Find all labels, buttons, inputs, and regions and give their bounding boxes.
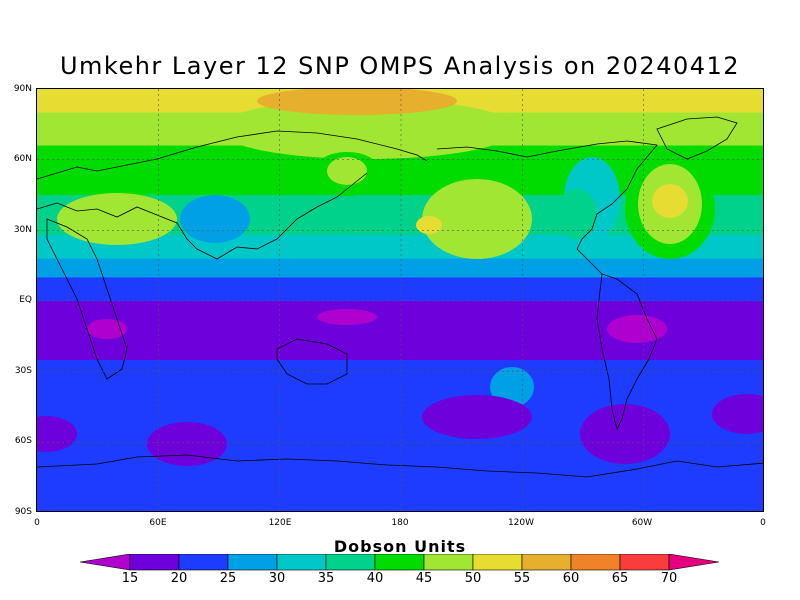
colorbar-tick-label: 25 — [219, 571, 237, 586]
south-america-coast — [596, 273, 658, 431]
zonal-band-5 — [37, 258, 763, 278]
colorbar-swatch — [570, 554, 621, 571]
maritime-continent-minimum — [317, 309, 377, 325]
north-america-trough-inner — [557, 189, 597, 239]
eurasia-south-coast — [37, 172, 368, 260]
lat-label-90n: 90N — [13, 84, 32, 94]
lat-label-90s: 90S — [14, 507, 32, 517]
colorbar-swatch — [129, 554, 180, 571]
lat-label-eq: EQ — [19, 295, 32, 305]
tibetan-minimum-contour — [180, 195, 250, 243]
indian-ocean-low — [147, 422, 227, 466]
ozone-map-svg — [37, 89, 763, 511]
south-pacific-low-a — [422, 395, 532, 439]
lon-label-120e: 120E — [268, 518, 292, 528]
south-atlantic-low-east — [712, 394, 763, 434]
lon-label-0-east: 0 — [760, 518, 766, 528]
colorbar-swatch — [521, 554, 572, 571]
colorbar-low-arrow — [79, 554, 131, 571]
pacific-ridge-contour — [422, 179, 532, 259]
south-atlantic-low-west — [37, 416, 77, 452]
mediterranean-ridge — [57, 193, 177, 245]
australia-coast — [276, 338, 348, 385]
colorbar — [79, 554, 720, 571]
lat-label-30s: 30S — [14, 366, 32, 376]
lat-label-60s: 60S — [14, 436, 32, 446]
map-plot-area — [36, 88, 764, 512]
south-america-minimum-contour — [607, 315, 667, 343]
contour-features — [37, 89, 763, 466]
colorbar-swatch — [325, 554, 376, 571]
colorbar-tick-label: 20 — [170, 571, 188, 586]
greenland-coast — [656, 116, 738, 160]
colorbar-tick-label: 50 — [464, 571, 482, 586]
colorbar-tick-label: 30 — [268, 571, 286, 586]
colorbar-tick-label: 40 — [366, 571, 384, 586]
colorbar-swatch — [227, 554, 278, 571]
graticule — [37, 89, 763, 511]
lon-label-60w: 60W — [631, 518, 653, 528]
colorbar-tick-label: 65 — [611, 571, 629, 586]
south-pacific-minimum-contour — [490, 367, 534, 407]
lon-label-120w: 120W — [507, 518, 535, 528]
pacific-maximum-contour — [416, 216, 442, 234]
colorbar-high-arrow — [668, 554, 720, 571]
colorbar-swatch — [276, 554, 327, 571]
south-atlantic-low — [580, 404, 670, 464]
colorbar-swatch — [178, 554, 229, 571]
lon-label-0: 0 — [34, 518, 40, 528]
africa-coast — [46, 218, 128, 380]
colorbar-tick-label: 55 — [513, 571, 531, 586]
antarctica-coast — [37, 454, 763, 478]
subpolar-ridge — [217, 99, 517, 159]
colorbar-swatch — [472, 554, 523, 571]
okhotsk-maximum-contour — [327, 157, 367, 185]
north-america-coast — [436, 140, 658, 275]
eurasia-north-coast — [37, 130, 428, 180]
colorbar-title: Dobson Units — [333, 537, 467, 556]
polar-maximum-contour — [257, 89, 457, 115]
lat-label-60n: 60N — [13, 154, 32, 164]
lon-label-60e: 60E — [149, 518, 167, 528]
colorbar-tick-label: 70 — [660, 571, 678, 586]
colorbar-tick-label: 45 — [415, 571, 433, 586]
chart-title: Umkehr Layer 12 SNP OMPS Analysis on 202… — [59, 52, 741, 80]
colorbar-tick-label: 60 — [562, 571, 580, 586]
colorbar-swatch — [619, 554, 670, 571]
zonal-band-6 — [37, 277, 763, 302]
colorbar-swatch — [423, 554, 474, 571]
colorbar-tick-label: 35 — [317, 571, 335, 586]
lat-label-30n: 30N — [13, 225, 32, 235]
africa-minimum — [87, 319, 127, 339]
colorbar-swatch — [374, 554, 425, 571]
colorbar-tick-label: 15 — [121, 571, 139, 586]
coastlines — [37, 116, 763, 478]
atlantic-maximum-contour — [652, 184, 688, 218]
lon-label-180: 180 — [391, 518, 409, 528]
